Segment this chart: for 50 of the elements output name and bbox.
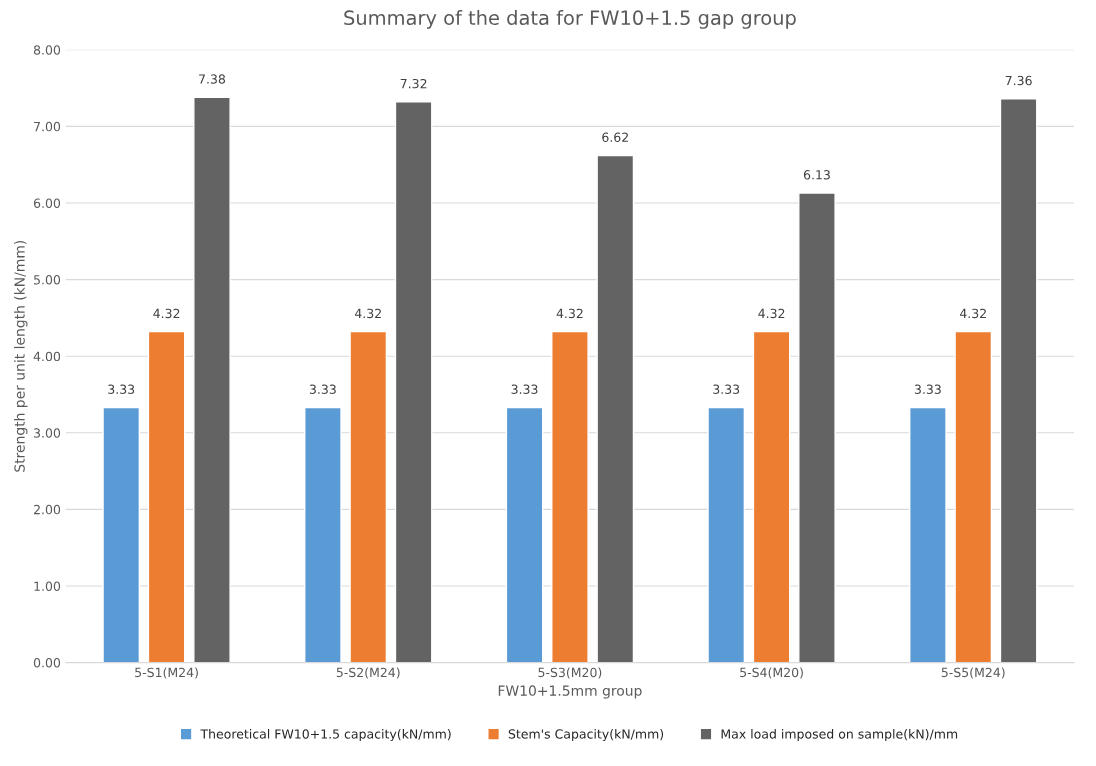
x-axis-title: FW10+1.5mm group [498,685,642,699]
data-label: 4.32 [354,308,381,319]
data-label: 4.32 [758,308,785,319]
y-tick-label: 7.00 [34,121,61,132]
data-label: 7.36 [1005,75,1032,86]
bar [999,98,1038,663]
x-tick-label: 5-S1(M24) [135,667,198,679]
data-label: 6.62 [602,132,628,142]
x-tick-label: 5-S5(M24) [941,667,1005,679]
data-label: 3.33 [914,384,941,394]
bar [707,406,746,663]
data-label: 3.33 [713,384,740,394]
data-label: 7.32 [400,78,427,89]
data-label: 3.33 [309,384,336,394]
bar [505,406,544,663]
data-label: 4.32 [556,308,583,319]
legend-label: Max load imposed on sample(kN)/mm [721,728,958,742]
y-axis-title: Strength per unit length (kN/mm) [14,240,28,472]
bar [304,406,342,663]
bar [954,330,993,663]
bar [798,192,836,663]
bar [394,101,433,663]
legend-label: Stem's Capacity(kN/mm) [508,728,664,742]
bar [102,406,141,663]
data-label: 4.32 [959,308,986,319]
bar [193,96,231,663]
bar [596,154,635,663]
bar [349,330,388,663]
bar [147,330,186,663]
y-tick-label: 3.00 [34,428,61,438]
bar [752,330,791,663]
x-tick-label: 5-S3(M20) [538,667,602,679]
bar [909,406,947,663]
data-label: 3.33 [108,384,135,394]
data-label: 3.33 [511,384,538,394]
y-tick-label: 0.00 [33,658,61,668]
legend-label: Theoretical FW10+1.5 capacity(kN/mm) [200,728,451,742]
x-tick-label: 5-S2(M24) [336,667,400,679]
x-tick-label: 5-S4(M20) [740,667,803,679]
data-label: 4.32 [153,308,180,319]
bar [551,330,589,663]
chart-title: Summary of the data for FW10+1.5 gap group [344,10,796,29]
y-tick-label: 6.00 [33,198,61,208]
data-label: 6.13 [803,170,830,180]
y-tick-label: 1.00 [34,581,61,591]
y-tick-label: 2.00 [33,504,61,515]
y-tick-label: 5.00 [34,275,61,285]
y-tick-label: 4.00 [33,351,61,362]
data-label: 7.38 [199,74,226,84]
y-tick-label: 8.00 [33,45,61,55]
